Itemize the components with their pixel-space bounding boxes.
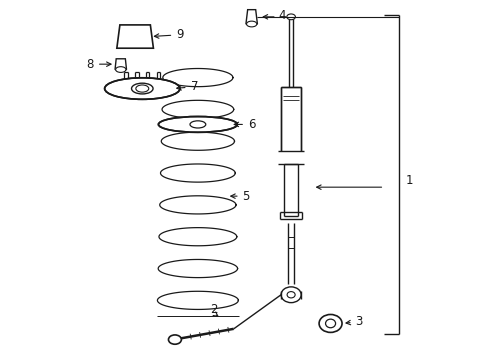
Ellipse shape <box>286 14 295 20</box>
Text: 8: 8 <box>86 58 111 71</box>
Polygon shape <box>115 59 126 69</box>
Bar <box>287 223 294 284</box>
Text: 9: 9 <box>154 28 183 41</box>
Text: 6: 6 <box>234 118 255 131</box>
Bar <box>281 87 301 151</box>
Text: 4: 4 <box>278 9 285 22</box>
Polygon shape <box>245 10 257 24</box>
Text: 5: 5 <box>230 190 249 203</box>
Ellipse shape <box>158 117 237 132</box>
Polygon shape <box>117 25 153 48</box>
Text: 2: 2 <box>210 303 217 316</box>
Ellipse shape <box>168 335 181 344</box>
Ellipse shape <box>246 21 256 27</box>
Text: 7: 7 <box>177 80 198 93</box>
Text: 3: 3 <box>346 315 362 328</box>
Ellipse shape <box>115 67 126 72</box>
Ellipse shape <box>319 315 341 332</box>
Ellipse shape <box>281 287 301 303</box>
Text: 1: 1 <box>405 174 412 186</box>
Ellipse shape <box>104 78 180 99</box>
Bar <box>284 164 298 216</box>
